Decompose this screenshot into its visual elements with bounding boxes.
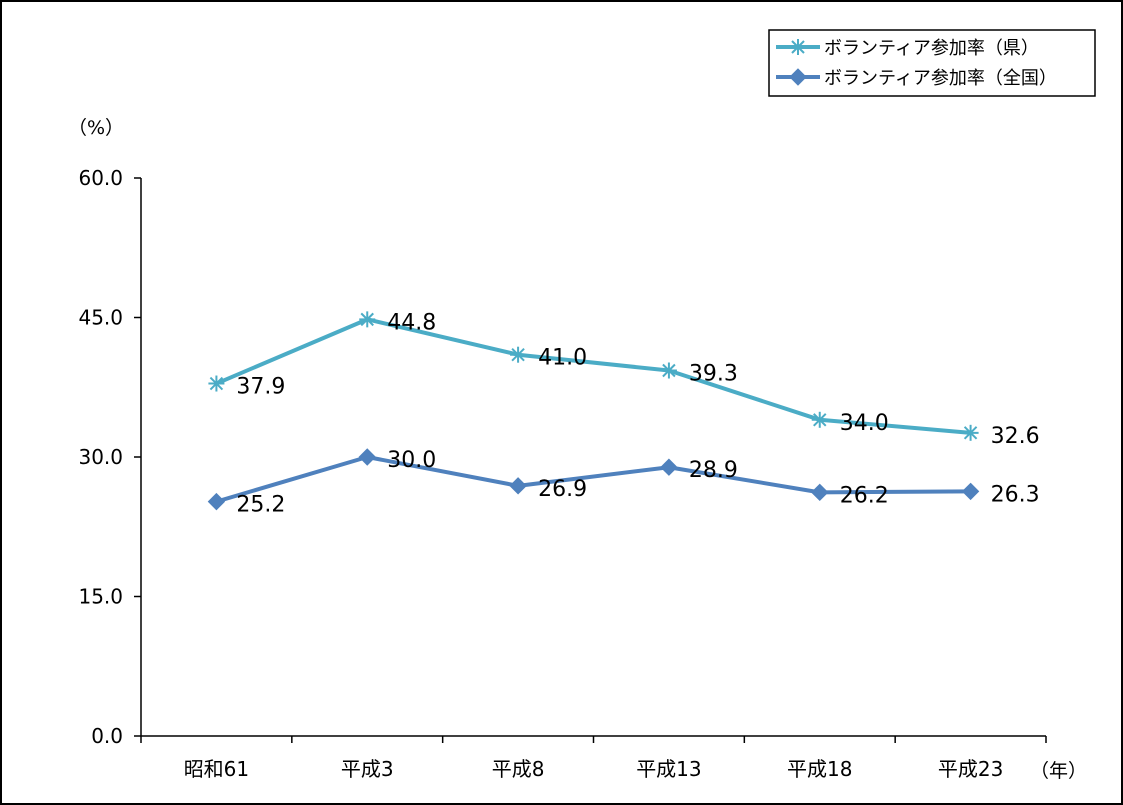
data-labels: 37.9 44.8 41.0 39.3 34.0 32.6 25.2 30.0 26.9 28.9… — [236, 310, 1039, 517]
data-label: 26.3 — [991, 482, 1040, 507]
x-axis-unit-label: （年） — [1030, 760, 1087, 782]
legend: ボランティア参加率（県） ボランティア参加率（全国） — [768, 29, 1096, 97]
data-label: 26.9 — [538, 477, 587, 502]
legend-item-2: ボランティア参加率（全国） — [776, 68, 1057, 89]
x-tick-label: 昭和61 — [184, 757, 249, 781]
data-label: 37.9 — [236, 375, 285, 400]
y-tick-label: 30.0 — [78, 445, 123, 469]
data-point — [789, 68, 807, 86]
legend-label: ボランティア参加率（全国） — [824, 68, 1057, 89]
data-label: 34.0 — [840, 411, 889, 436]
data-point — [358, 448, 376, 466]
data-label: 25.2 — [236, 493, 285, 518]
y-tick-label: 60.0 — [78, 166, 123, 190]
axes: 0.0 15.0 30.0 45.0 60.0 昭和61 平成3 平成8 平成13 平成18 平成2… — [78, 166, 1047, 781]
y-tick-label: 45.0 — [78, 306, 123, 330]
data-point — [509, 477, 527, 495]
legend-label: ボランティア参加率（県） — [824, 38, 1039, 59]
data-point — [811, 483, 829, 502]
legend-item-1: ボランティア参加率（県） — [776, 38, 1039, 59]
data-label: 41.0 — [538, 346, 587, 371]
data-point — [660, 362, 677, 379]
data-label: 32.6 — [991, 424, 1040, 449]
series-1 — [208, 311, 979, 441]
legend-box — [768, 29, 1096, 97]
x-tick-label: 平成3 — [341, 757, 394, 781]
x-tick-label: 平成13 — [636, 757, 701, 781]
data-label: 44.8 — [387, 310, 436, 335]
y-tick-label: 0.0 — [91, 724, 123, 748]
data-label: 26.2 — [840, 483, 889, 508]
data-label: 28.9 — [689, 458, 738, 483]
series-layer — [207, 311, 980, 511]
x-tick-label: 平成8 — [492, 757, 545, 781]
series-2 — [207, 448, 980, 511]
data-point — [510, 346, 527, 363]
data-point — [811, 411, 828, 428]
data-point — [962, 424, 979, 441]
data-point — [961, 482, 980, 501]
y-axis-unit-label: （%） — [68, 117, 124, 139]
y-tick-label: 15.0 — [78, 585, 123, 609]
data-label: 30.0 — [387, 448, 436, 473]
data-label: 39.3 — [689, 362, 738, 387]
series-line — [215, 455, 971, 504]
x-tick-label: 平成18 — [787, 757, 852, 781]
data-point — [359, 311, 376, 328]
series-line — [215, 317, 971, 435]
data-point — [660, 458, 678, 476]
data-point — [207, 492, 226, 511]
data-point — [790, 39, 806, 55]
data-point — [208, 375, 225, 392]
x-tick-label: 平成23 — [938, 757, 1003, 781]
